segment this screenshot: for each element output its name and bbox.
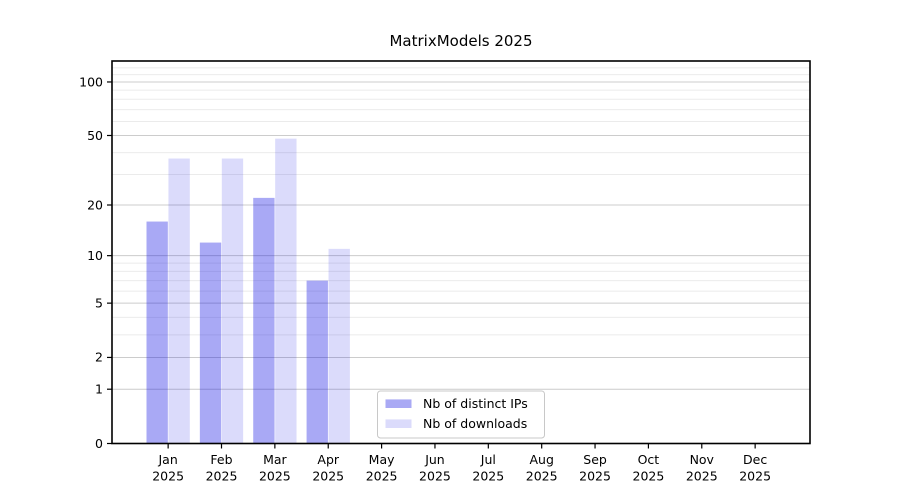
legend-swatch xyxy=(385,399,412,408)
y-tick-label: 10 xyxy=(87,248,103,263)
x-tick-label-year: 2025 xyxy=(633,469,665,484)
x-tick-label-month: Nov xyxy=(690,452,715,467)
legend-label: Nb of downloads xyxy=(423,416,527,431)
legend-label: Nb of distinct IPs xyxy=(423,396,528,411)
x-tick-label-year: 2025 xyxy=(472,469,504,484)
x-tick-label-month: Oct xyxy=(638,452,660,467)
x-tick-label-year: 2025 xyxy=(366,469,398,484)
bar-ips xyxy=(253,197,275,444)
y-tick-label: 50 xyxy=(87,128,103,143)
x-tick-label-year: 2025 xyxy=(312,469,344,484)
y-tick-label: 5 xyxy=(95,295,103,310)
x-tick-label-month: May xyxy=(369,452,395,467)
bar-downloads xyxy=(328,248,350,444)
y-tick-label: 2 xyxy=(95,350,103,365)
y-tick-label: 1 xyxy=(95,382,103,397)
x-tick-label-month: Aug xyxy=(529,452,553,467)
legend-box xyxy=(377,390,545,439)
x-tick-label-year: 2025 xyxy=(152,469,184,484)
plot-frame xyxy=(111,60,811,445)
x-tick-label-month: Dec xyxy=(743,452,767,467)
x-tick-label-month: Apr xyxy=(317,452,339,467)
legend-swatch xyxy=(385,419,412,428)
bar-downloads xyxy=(221,158,244,444)
bar-ips xyxy=(146,221,168,444)
y-tick-label: 0 xyxy=(95,436,103,451)
x-tick-label-month: Jul xyxy=(480,452,496,467)
x-tick-label-year: 2025 xyxy=(206,469,238,484)
x-tick-label-month: Sep xyxy=(583,452,607,467)
x-tick-label-month: Feb xyxy=(210,452,232,467)
x-tick-label-year: 2025 xyxy=(686,469,718,484)
bar-downloads xyxy=(275,138,297,444)
x-tick-label-month: Jun xyxy=(424,452,445,467)
x-tick-label-month: Mar xyxy=(263,452,287,467)
x-tick-label-year: 2025 xyxy=(739,469,771,484)
bar-ips xyxy=(306,280,328,444)
x-tick-label-month: Jan xyxy=(157,452,177,467)
x-tick-label-year: 2025 xyxy=(419,469,451,484)
x-tick-label-year: 2025 xyxy=(579,469,611,484)
chart-title: MatrixModels 2025 xyxy=(389,32,533,50)
bar-downloads xyxy=(168,158,190,444)
bar-ips xyxy=(199,242,222,444)
x-tick-label-year: 2025 xyxy=(526,469,558,484)
x-tick-label-year: 2025 xyxy=(259,469,291,484)
y-tick-label: 20 xyxy=(87,197,103,212)
y-tick-label: 100 xyxy=(79,74,103,89)
